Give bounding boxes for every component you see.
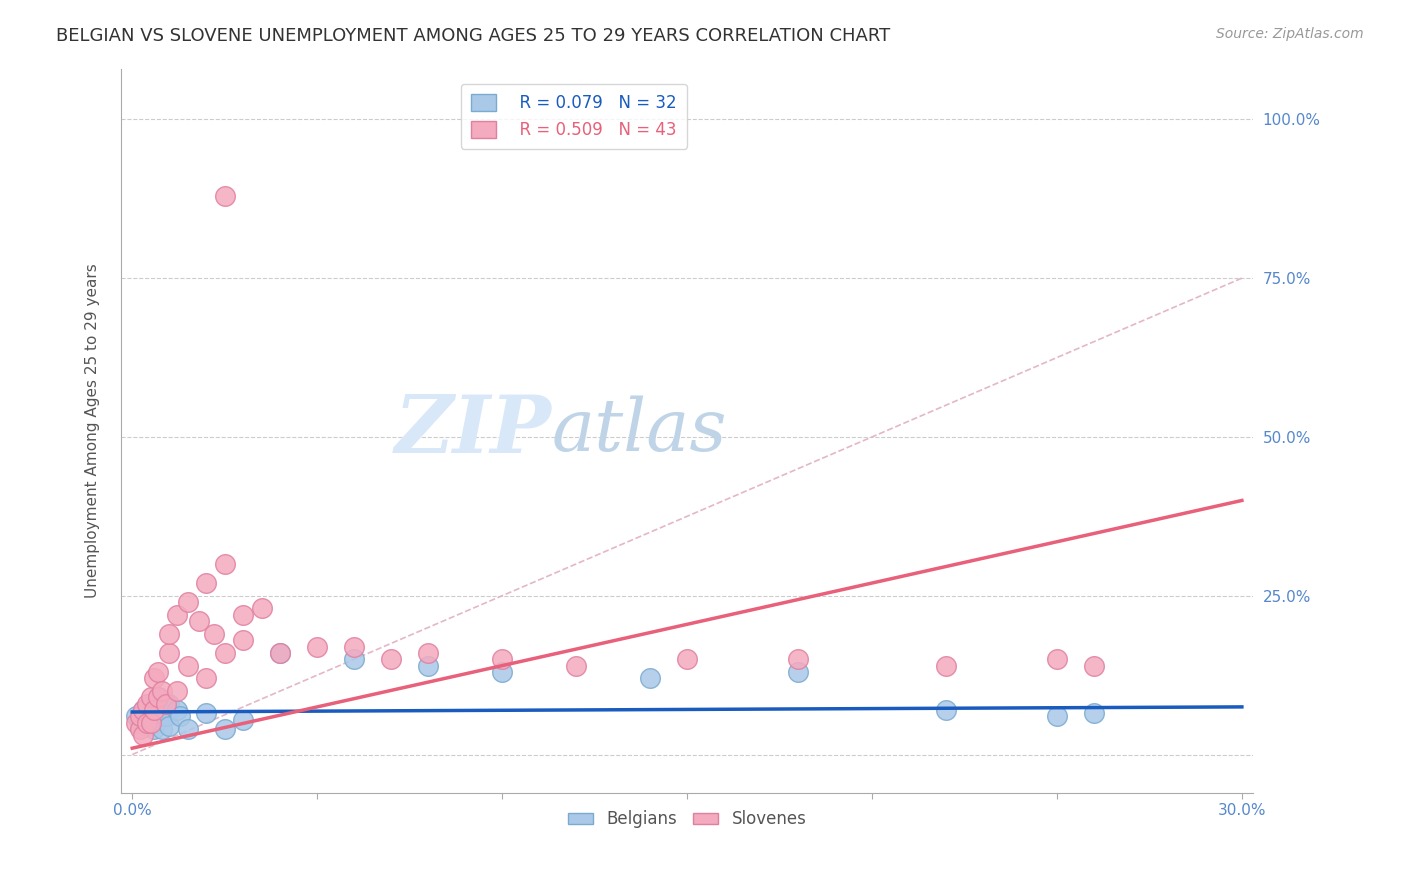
- Point: [132, 703, 155, 717]
- Text: atlas: atlas: [551, 395, 727, 466]
- Point: [343, 652, 366, 666]
- Point: [491, 652, 513, 666]
- Point: [139, 690, 162, 705]
- Point: [202, 627, 225, 641]
- Point: [1046, 709, 1069, 723]
- Point: [139, 715, 162, 730]
- Legend: Belgians, Slovenes: Belgians, Slovenes: [561, 804, 813, 835]
- Point: [307, 640, 329, 654]
- Text: Source: ZipAtlas.com: Source: ZipAtlas.com: [1216, 27, 1364, 41]
- Point: [139, 697, 162, 711]
- Point: [157, 697, 180, 711]
- Point: [125, 715, 148, 730]
- Point: [166, 684, 188, 698]
- Point: [132, 729, 155, 743]
- Point: [1083, 658, 1105, 673]
- Y-axis label: Unemployment Among Ages 25 to 29 years: Unemployment Among Ages 25 to 29 years: [86, 263, 100, 598]
- Text: ZIP: ZIP: [394, 392, 551, 469]
- Point: [166, 607, 188, 622]
- Point: [787, 665, 810, 679]
- Point: [132, 713, 155, 727]
- Point: [935, 658, 957, 673]
- Point: [177, 658, 200, 673]
- Point: [136, 697, 159, 711]
- Point: [214, 557, 236, 571]
- Point: [128, 709, 150, 723]
- Point: [146, 690, 169, 705]
- Point: [169, 709, 191, 723]
- Point: [128, 722, 150, 736]
- Point: [143, 699, 166, 714]
- Point: [214, 722, 236, 736]
- Point: [187, 614, 209, 628]
- Point: [565, 658, 588, 673]
- Point: [132, 703, 155, 717]
- Point: [638, 671, 661, 685]
- Point: [155, 709, 177, 723]
- Point: [232, 633, 254, 648]
- Point: [136, 715, 159, 730]
- Point: [146, 713, 169, 727]
- Point: [177, 595, 200, 609]
- Point: [250, 601, 273, 615]
- Point: [232, 713, 254, 727]
- Point: [136, 706, 159, 721]
- Point: [380, 652, 402, 666]
- Point: [125, 709, 148, 723]
- Point: [150, 722, 173, 736]
- Point: [195, 671, 218, 685]
- Point: [214, 188, 236, 202]
- Point: [128, 715, 150, 730]
- Point: [214, 646, 236, 660]
- Point: [143, 722, 166, 736]
- Point: [150, 706, 173, 721]
- Point: [195, 576, 218, 591]
- Point: [166, 703, 188, 717]
- Point: [136, 719, 159, 733]
- Point: [143, 671, 166, 685]
- Point: [676, 652, 699, 666]
- Point: [157, 627, 180, 641]
- Point: [146, 690, 169, 705]
- Point: [177, 722, 200, 736]
- Point: [1046, 652, 1069, 666]
- Point: [155, 697, 177, 711]
- Point: [935, 703, 957, 717]
- Point: [343, 640, 366, 654]
- Point: [150, 684, 173, 698]
- Point: [418, 646, 440, 660]
- Point: [195, 706, 218, 721]
- Point: [269, 646, 291, 660]
- Point: [157, 646, 180, 660]
- Point: [143, 703, 166, 717]
- Point: [491, 665, 513, 679]
- Point: [787, 652, 810, 666]
- Point: [269, 646, 291, 660]
- Point: [418, 658, 440, 673]
- Point: [157, 719, 180, 733]
- Text: BELGIAN VS SLOVENE UNEMPLOYMENT AMONG AGES 25 TO 29 YEARS CORRELATION CHART: BELGIAN VS SLOVENE UNEMPLOYMENT AMONG AG…: [56, 27, 890, 45]
- Point: [1083, 706, 1105, 721]
- Point: [232, 607, 254, 622]
- Point: [139, 715, 162, 730]
- Point: [146, 665, 169, 679]
